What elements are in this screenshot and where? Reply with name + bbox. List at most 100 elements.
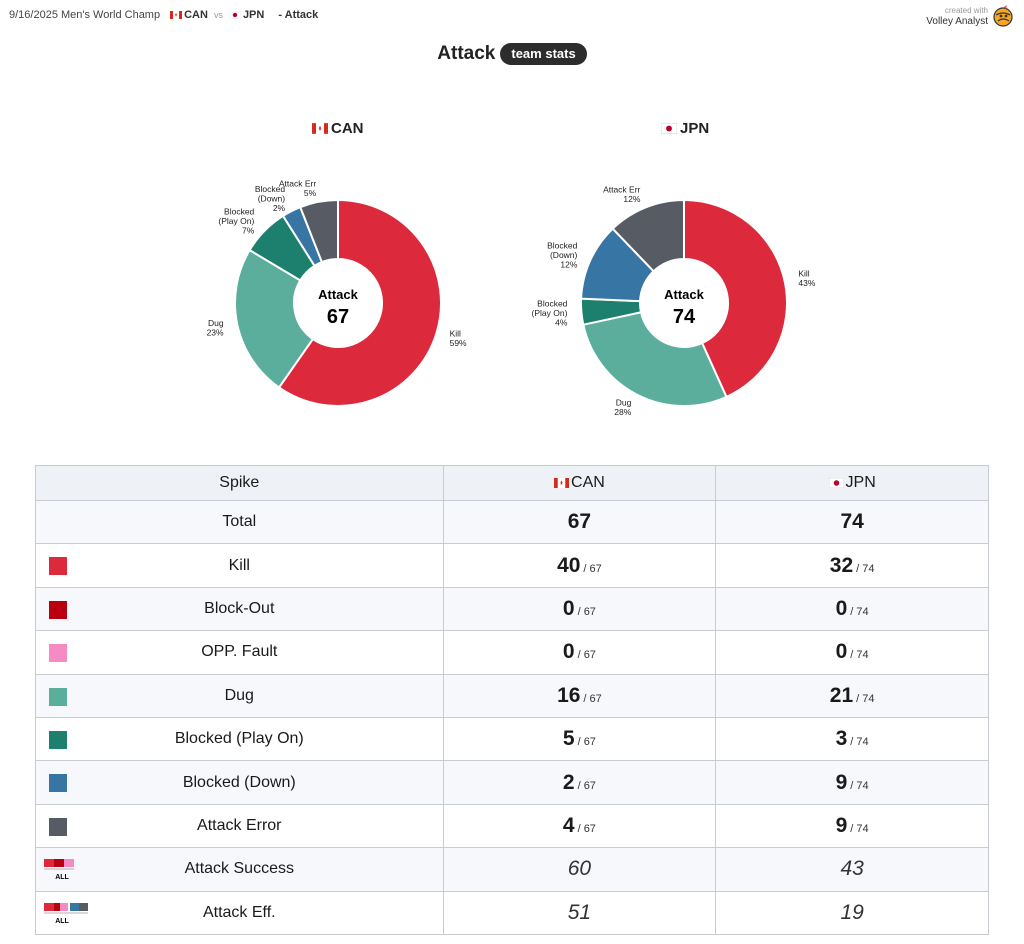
row-label-cell: Attack Error bbox=[35, 803, 444, 849]
table-header-row: Spike CAN JPN bbox=[35, 465, 989, 501]
team-b-value: 9 bbox=[835, 813, 848, 837]
donut-slice-label-line: Attack Err bbox=[603, 185, 640, 195]
team-b-value: 74 bbox=[840, 510, 864, 534]
row-label-cell: Block-Out bbox=[35, 586, 444, 632]
brand-name: Volley Analyst bbox=[926, 16, 988, 27]
donut-slice-label: Dug 23% bbox=[207, 318, 224, 338]
donut-slice bbox=[234, 248, 315, 389]
team-b-denominator: / 74 bbox=[850, 649, 869, 662]
team-a-value: 16 bbox=[557, 683, 581, 707]
title-bar: Attack team stats bbox=[0, 43, 1024, 65]
team-a-value: 4 bbox=[562, 813, 575, 837]
team-b-denominator: / 74 bbox=[856, 692, 875, 705]
donut-center-label: Attack bbox=[318, 287, 359, 302]
legend-mini-block bbox=[79, 902, 88, 911]
team-a-denominator: / 67 bbox=[583, 562, 602, 575]
team-a-denominator: / 67 bbox=[577, 605, 596, 618]
team-b-value: 21 bbox=[829, 683, 854, 707]
team-a-value-cell: 16/ 67 bbox=[442, 673, 717, 718]
attack-donut-chart-can: Kill 59%Dug 23%Blocked (Play On) 7%Blocked (D… bbox=[207, 178, 467, 407]
report-type: - Attack bbox=[278, 9, 319, 21]
donut-slice-label-line: (Play On) bbox=[532, 308, 568, 318]
header-team-a: CAN bbox=[442, 465, 717, 501]
team-b-denominator: / 74 bbox=[850, 736, 869, 749]
color-swatch bbox=[49, 687, 67, 706]
team-a-value: 5 bbox=[562, 727, 575, 751]
team-a-value: 51 bbox=[567, 900, 592, 924]
table-row: OPP. Fault 0/ 67 0/ 74 bbox=[35, 630, 989, 675]
donut-slice bbox=[277, 198, 442, 407]
donut-slice bbox=[298, 198, 339, 264]
team-b-value: 3 bbox=[835, 727, 848, 751]
row-label: Block-Out bbox=[204, 599, 275, 617]
team-a-value-cell: 4/ 67 bbox=[442, 803, 717, 849]
team-a-value-cell: 51 bbox=[442, 890, 717, 935]
table-row: Total 67 74 bbox=[35, 499, 989, 545]
color-swatch bbox=[49, 644, 67, 663]
team-a-value-cell: 2/ 67 bbox=[442, 760, 717, 805]
donut-slice-label: Blocked (Play On) 4% bbox=[532, 298, 568, 327]
canada-flag-icon bbox=[312, 123, 328, 134]
chart-team-a-label: CAN bbox=[312, 120, 364, 137]
legend-mini-block bbox=[44, 859, 54, 868]
legend-mini-block bbox=[70, 902, 79, 911]
chart-team-b-label: JPN bbox=[661, 120, 709, 137]
team-b-value: 9 bbox=[835, 770, 848, 794]
team-b-value-cell: 3/ 74 bbox=[715, 716, 989, 762]
header-team-a-code: CAN bbox=[571, 473, 605, 491]
header-team-b: JPN bbox=[715, 465, 989, 501]
row-label-cell: Total bbox=[35, 499, 444, 545]
attack-donut-chart-jpn: Kill 43% Dug 28% Blocked (Play On) 4% Blocked (D… bbox=[532, 185, 816, 418]
legend-mini-block bbox=[44, 902, 54, 911]
team-b-denominator: / 74 bbox=[856, 562, 875, 575]
team-a-code: CAN bbox=[184, 9, 208, 21]
brand: created with Volley Analyst bbox=[926, 5, 1014, 28]
donut-slice-pct: 4% bbox=[555, 317, 568, 327]
team-b-denominator: / 74 bbox=[850, 605, 869, 618]
donut-slice-label: Dug 28% bbox=[614, 398, 631, 418]
japan-flag-icon bbox=[661, 123, 677, 134]
team-a-denominator: / 67 bbox=[577, 822, 596, 835]
legend-mini-block bbox=[60, 902, 68, 911]
team-b-value-cell: 74 bbox=[715, 499, 989, 545]
japan-flag-icon bbox=[228, 11, 241, 19]
donut-slice-pct: 2% bbox=[273, 203, 286, 213]
row-label: Dug bbox=[224, 686, 254, 704]
donut-center-label: Attack bbox=[664, 287, 705, 302]
donut-slice-pct: 12% bbox=[560, 259, 577, 269]
donut-slice-pct: 43% bbox=[798, 278, 815, 288]
donut-slice-label-line: Dug bbox=[616, 398, 632, 408]
row-label: Kill bbox=[228, 556, 250, 574]
team-a-denominator: / 67 bbox=[577, 736, 596, 749]
page-title: Attack bbox=[437, 43, 496, 64]
row-label: Blocked (Down) bbox=[182, 773, 296, 791]
team-b-code: JPN bbox=[242, 9, 265, 21]
team-a-value: 0 bbox=[562, 596, 575, 620]
canada-flag-icon bbox=[170, 11, 183, 19]
header-spike: Spike bbox=[35, 465, 444, 501]
donut-center-value: 67 bbox=[327, 306, 349, 328]
team-a-value-cell: 0/ 67 bbox=[442, 586, 717, 632]
row-label-cell: Blocked (Play On) bbox=[35, 716, 444, 762]
donut-slice-label: Blocked (Play On) 7% bbox=[218, 207, 254, 236]
donut-slice-label-line: (Down) bbox=[550, 250, 578, 260]
team-a-denominator: / 67 bbox=[583, 692, 602, 705]
team-b-value-cell: 0/ 74 bbox=[715, 630, 989, 675]
team-b-value-cell: 9/ 74 bbox=[715, 760, 989, 805]
legend-mini-block bbox=[54, 859, 64, 868]
row-label-cell: Blocked (Down) bbox=[35, 760, 444, 805]
team-a-value: 67 bbox=[567, 510, 592, 534]
team-a-value: 40 bbox=[557, 553, 581, 577]
brand-created-label: created with bbox=[944, 6, 988, 15]
color-swatch bbox=[49, 600, 67, 619]
donut-slice-label-line: (Down) bbox=[258, 194, 286, 204]
donut-slice-label: Kill 43% bbox=[798, 269, 815, 289]
donut-slice-label: Blocked (Down) 12% bbox=[547, 240, 578, 269]
team-b-value-cell: 21/ 74 bbox=[715, 673, 989, 718]
donut-slice-label: Blocked (Down) 2% bbox=[255, 184, 286, 213]
donut-slice-label-line: Kill bbox=[450, 328, 461, 338]
team-b-value-cell: 32/ 74 bbox=[715, 543, 989, 588]
row-label: Total bbox=[222, 513, 257, 531]
table-row: ALL Attack Success 60 43 bbox=[35, 847, 989, 892]
row-label-cell: ALL Attack Success bbox=[35, 847, 444, 892]
